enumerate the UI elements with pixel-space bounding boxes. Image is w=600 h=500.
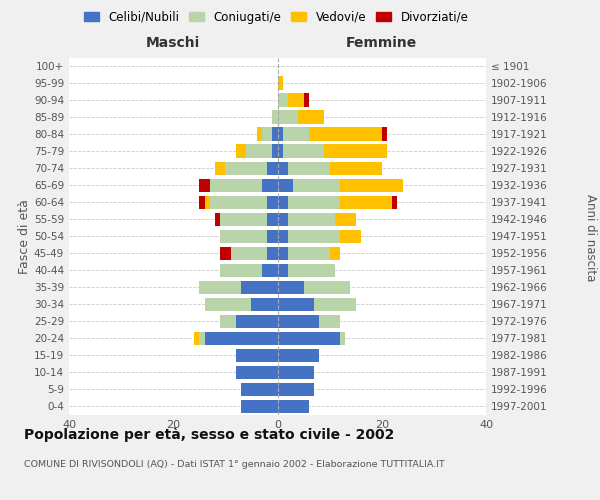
Bar [283,144,325,158]
Bar [329,162,382,175]
Bar [199,196,205,209]
Bar [277,246,288,260]
Bar [230,246,267,260]
Bar [277,94,288,106]
Bar [277,349,319,362]
Text: Maschi: Maschi [146,36,200,50]
Bar [215,162,226,175]
Bar [199,280,241,294]
Bar [277,264,288,277]
Bar [288,94,304,106]
Bar [382,128,387,140]
Bar [335,212,356,226]
Bar [309,128,382,140]
Bar [220,230,267,243]
Text: Popolazione per età, sesso e stato civile - 2002: Popolazione per età, sesso e stato civil… [24,428,394,442]
Bar [277,366,314,379]
Bar [340,178,403,192]
Bar [236,349,277,362]
Bar [220,264,262,277]
Bar [277,128,283,140]
Bar [205,298,251,311]
Text: Femmine: Femmine [346,36,418,50]
Y-axis label: Fasce di età: Fasce di età [18,199,31,274]
Bar [241,280,277,294]
Bar [236,144,246,158]
Bar [288,212,335,226]
Bar [277,178,293,192]
Bar [267,246,277,260]
Text: COMUNE DI RIVISONDOLI (AQ) - Dati ISTAT 1° gennaio 2002 - Elaborazione TUTTITALI: COMUNE DI RIVISONDOLI (AQ) - Dati ISTAT … [24,460,445,469]
Bar [277,332,340,345]
Bar [220,212,267,226]
Bar [288,264,335,277]
Bar [262,264,277,277]
Bar [241,383,277,396]
Bar [272,110,277,124]
Bar [272,128,277,140]
Bar [340,230,361,243]
Bar [277,144,283,158]
Bar [267,230,277,243]
Bar [194,332,199,345]
Bar [277,196,288,209]
Bar [283,128,309,140]
Bar [272,144,277,158]
Bar [304,280,350,294]
Bar [220,246,230,260]
Bar [288,196,340,209]
Bar [288,162,329,175]
Bar [267,212,277,226]
Bar [277,298,314,311]
Bar [226,162,267,175]
Bar [205,196,210,209]
Bar [220,314,236,328]
Bar [199,178,210,192]
Bar [262,128,272,140]
Bar [267,162,277,175]
Bar [392,196,397,209]
Bar [277,212,288,226]
Bar [210,178,262,192]
Bar [277,383,314,396]
Bar [340,196,392,209]
Bar [241,400,277,413]
Bar [288,230,340,243]
Bar [267,196,277,209]
Bar [277,230,288,243]
Bar [340,332,345,345]
Bar [210,196,267,209]
Bar [236,314,277,328]
Bar [293,178,340,192]
Legend: Celibi/Nubili, Coniugati/e, Vedovi/e, Divorziati/e: Celibi/Nubili, Coniugati/e, Vedovi/e, Di… [79,6,473,28]
Bar [257,128,262,140]
Bar [277,162,288,175]
Bar [277,110,298,124]
Bar [199,332,205,345]
Bar [236,366,277,379]
Bar [304,94,309,106]
Bar [246,144,272,158]
Bar [215,212,220,226]
Bar [277,400,309,413]
Bar [298,110,325,124]
Bar [251,298,277,311]
Bar [277,280,304,294]
Bar [277,314,319,328]
Bar [329,246,340,260]
Text: Anni di nascita: Anni di nascita [584,194,597,281]
Bar [277,76,283,90]
Bar [314,298,356,311]
Bar [325,144,387,158]
Bar [205,332,277,345]
Bar [319,314,340,328]
Bar [262,178,277,192]
Bar [288,246,329,260]
